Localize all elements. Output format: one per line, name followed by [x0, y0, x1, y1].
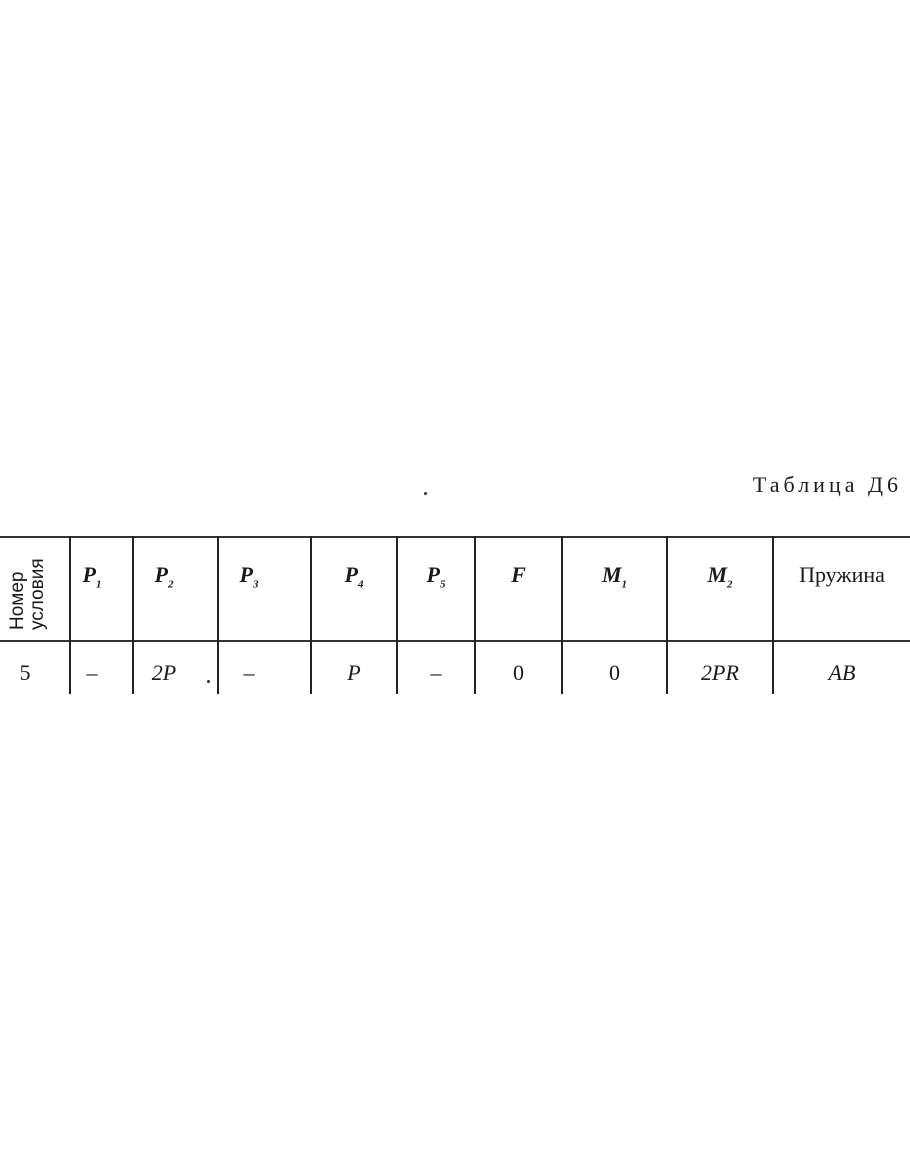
column-divider [132, 536, 134, 694]
column-divider [310, 536, 312, 694]
column-divider [474, 536, 476, 694]
header-m1: M1 [601, 562, 628, 591]
cell-m1: 0 [609, 660, 620, 685]
column-divider [561, 536, 563, 694]
header-p4: P4 [344, 562, 364, 591]
header-separator [0, 640, 910, 642]
header-number-line2: условия [27, 558, 48, 630]
cell-p5: – [430, 660, 442, 685]
header-p5: P5 [426, 562, 446, 591]
cell-m2: 2PR [701, 660, 739, 685]
cell-p1: – [86, 660, 98, 685]
column-divider [772, 536, 774, 694]
cell-p4: P [347, 660, 361, 685]
cell-p2: 2P [151, 660, 177, 685]
header-p1: P1 [82, 562, 102, 591]
header-m2: M2 [707, 562, 733, 591]
header-number-condition: Номер условия [7, 530, 48, 630]
cell-f: 0 [513, 660, 524, 685]
cell-p3: – [243, 660, 255, 685]
header-p2: P2 [154, 562, 174, 591]
cell-spring: AB [828, 660, 856, 685]
column-divider [666, 536, 668, 694]
header-number-line1: Номер [7, 571, 28, 630]
table-title: Таблица Д6 [752, 472, 902, 497]
header-f: F [511, 562, 526, 587]
column-divider [69, 536, 71, 694]
table-top-border [0, 536, 910, 538]
header-p3: P3 [239, 562, 259, 591]
header-spring: Пружина [799, 562, 885, 587]
row-number: 5 [19, 660, 31, 685]
scan-speck [424, 492, 427, 495]
scan-speck [207, 680, 210, 683]
column-divider [217, 536, 219, 694]
column-divider [396, 536, 398, 694]
